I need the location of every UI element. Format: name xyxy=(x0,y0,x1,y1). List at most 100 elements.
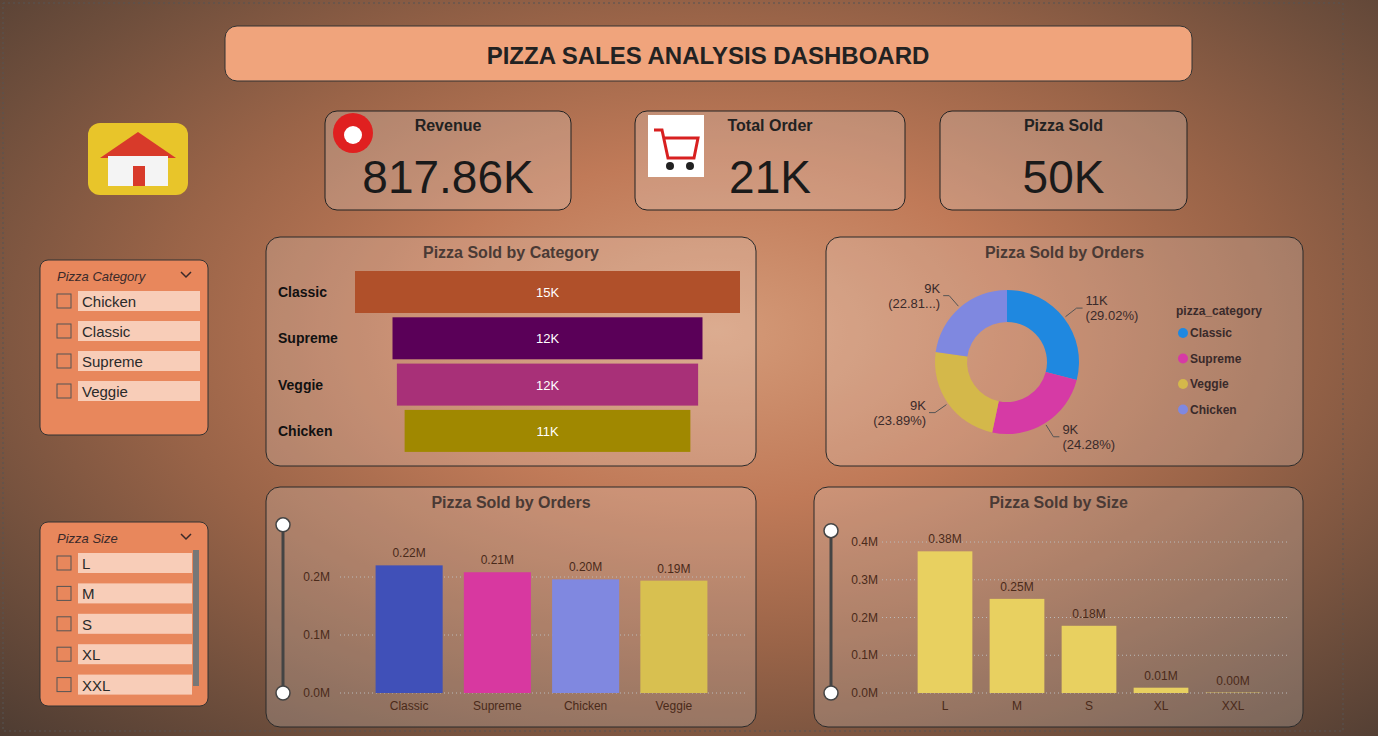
category-label: S xyxy=(1085,699,1093,713)
door xyxy=(133,166,145,186)
data-label: 0.00M xyxy=(1216,674,1249,688)
bar xyxy=(918,551,973,693)
checkbox[interactable] xyxy=(57,294,71,308)
slicer-item[interactable]: S xyxy=(57,614,192,634)
slicer: Pizza Size LMS XL XXL xyxy=(40,522,208,706)
category-label: Chicken xyxy=(564,699,607,713)
category-label: Classic xyxy=(278,284,327,300)
slider-handle[interactable] xyxy=(276,518,290,532)
slider-handle[interactable] xyxy=(824,686,838,700)
slicer-item[interactable]: Classic xyxy=(57,321,200,341)
slider-handle[interactable] xyxy=(276,686,290,700)
bars xyxy=(918,551,1261,693)
bar xyxy=(393,317,703,359)
slicer-label: M xyxy=(82,585,95,602)
slicer-box xyxy=(40,260,208,435)
kpi-label: Total Order xyxy=(727,117,812,134)
checkbox[interactable] xyxy=(57,647,71,661)
kpi-card: Total Order21K xyxy=(635,111,905,210)
slicer-title: Pizza Size xyxy=(57,531,118,546)
bar xyxy=(640,581,707,693)
item-bg xyxy=(78,321,200,341)
slicer-item[interactable]: Chicken xyxy=(57,291,200,311)
home-bg xyxy=(88,123,188,195)
panel-box xyxy=(266,487,756,727)
checkbox[interactable] xyxy=(57,324,71,338)
data-label: 9K(24.28%) xyxy=(1062,422,1115,452)
slicer-item[interactable]: XXL xyxy=(57,675,192,695)
leader-line xyxy=(929,405,946,413)
legend-swatch xyxy=(1178,328,1188,338)
slicer-label: S xyxy=(82,616,92,633)
checkbox[interactable] xyxy=(57,617,71,631)
slice xyxy=(1007,290,1079,380)
bar xyxy=(1062,626,1117,693)
item-bg xyxy=(78,614,192,634)
checkbox[interactable] xyxy=(57,678,71,692)
kpi-card: Pizza Sold50K xyxy=(940,111,1187,210)
chart-panel: Pizza Sold by CategoryClassic15KSupreme1… xyxy=(266,237,756,466)
label-line: (29.02%) xyxy=(1086,308,1139,323)
chevron[interactable] xyxy=(181,534,191,539)
roof xyxy=(100,132,176,158)
kpi-box xyxy=(325,111,571,210)
chart-title: Pizza Sold by Size xyxy=(989,494,1128,511)
tick-label: 0.1M xyxy=(851,648,878,662)
bar xyxy=(376,565,443,693)
checkbox[interactable] xyxy=(57,586,71,600)
item-bg xyxy=(78,583,192,603)
slicer-item[interactable]: M xyxy=(57,583,192,603)
bar xyxy=(355,271,740,313)
slicer-item[interactable]: Veggie xyxy=(57,381,200,401)
slider-handle[interactable] xyxy=(824,524,838,538)
chart-title: Pizza Sold by Category xyxy=(423,244,599,261)
data-label: 12K xyxy=(536,378,559,393)
tick-label: 0.0M xyxy=(851,686,878,700)
legend-label: Classic xyxy=(1190,326,1232,340)
slicer-label: Chicken xyxy=(82,293,136,310)
label-line: 9K xyxy=(924,281,940,296)
data-label: 0.18M xyxy=(1072,607,1105,621)
title: PIZZA SALES ANALYSIS DASHBOARD xyxy=(487,42,930,69)
data-label: 0.22M xyxy=(392,546,425,560)
kpi-box xyxy=(635,111,905,210)
leader-line xyxy=(1046,425,1059,437)
legend-label: Veggie xyxy=(1190,377,1229,391)
category-label: Chicken xyxy=(278,423,332,439)
label-line: 9K xyxy=(910,398,926,413)
slicer-label: XXL xyxy=(82,677,110,694)
data-label: 0.01M xyxy=(1144,669,1177,683)
checkbox[interactable] xyxy=(57,556,71,570)
panel-box xyxy=(814,487,1303,727)
kpi-value: 817.86K xyxy=(362,151,534,203)
category-label: Supreme xyxy=(473,699,522,713)
data-label: 9K(23.89%) xyxy=(873,398,926,428)
slicer-item[interactable]: XL xyxy=(57,644,192,664)
home-button[interactable] xyxy=(88,123,188,195)
label-line: (22.81...) xyxy=(888,296,940,311)
kpi-value: 50K xyxy=(1023,151,1105,203)
data-label: 0.25M xyxy=(1000,580,1033,594)
slicer-label: XL xyxy=(82,646,100,663)
bars xyxy=(376,565,708,693)
chevron[interactable] xyxy=(181,272,191,277)
item-bg xyxy=(78,381,200,401)
item-bg xyxy=(78,675,192,695)
tick-label: 0.3M xyxy=(851,573,878,587)
kpi-box xyxy=(940,111,1187,210)
kpi-card: Revenue817.86K xyxy=(325,111,571,210)
slicer-item[interactable]: Supreme xyxy=(57,351,200,371)
checkbox[interactable] xyxy=(57,384,71,398)
slicer-item[interactable]: L xyxy=(57,553,192,573)
item-bg xyxy=(78,644,192,664)
checkbox[interactable] xyxy=(57,354,71,368)
leader-line xyxy=(1066,308,1083,317)
icon xyxy=(344,126,362,144)
bar xyxy=(405,410,691,452)
title-bar xyxy=(225,26,1192,81)
data-label: 11K(29.02%) xyxy=(1086,293,1139,323)
category-label: Supreme xyxy=(278,330,338,346)
bar xyxy=(552,579,619,693)
icon xyxy=(666,162,674,170)
bar xyxy=(1134,688,1189,693)
